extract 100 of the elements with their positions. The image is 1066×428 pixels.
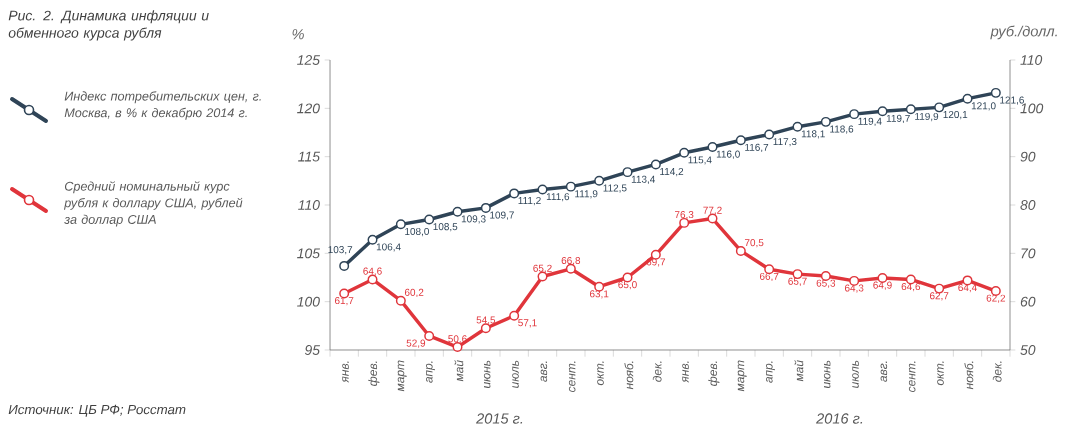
- point: [537, 184, 548, 195]
- data-label: 108,0: [405, 227, 429, 237]
- x-tick-label: май: [794, 360, 804, 382]
- y-tick-label: 95: [304, 345, 321, 355]
- data-label: 57,1: [518, 319, 537, 328]
- data-label: 64,9: [873, 281, 892, 290]
- point: [480, 202, 491, 213]
- point: [565, 181, 576, 192]
- point: [339, 260, 350, 271]
- y-tick-label: 125: [297, 55, 321, 65]
- x-tick-label: фев.: [708, 361, 720, 386]
- x-tick-label: июль: [852, 360, 859, 388]
- text: Источник: ЦБ РФ; Росстат: [8, 404, 186, 417]
- data-label: 118,1: [801, 130, 825, 139]
- x-tick-label: июнь: [823, 360, 831, 388]
- point: [679, 147, 690, 158]
- point: [877, 106, 888, 117]
- data-label: 111,2: [518, 196, 541, 206]
- data-label: 120,1: [943, 110, 968, 120]
- data-label: 103,7: [328, 246, 353, 255]
- data-label: 112,5: [603, 184, 627, 193]
- x-tick-label: сент.: [568, 361, 576, 392]
- y2-axis-title: руб./долл.: [990, 25, 1057, 40]
- data-label: 119,9: [915, 112, 939, 122]
- data-label: 114,2: [660, 167, 684, 177]
- text: 2015 г.: [476, 413, 523, 424]
- point: [707, 141, 718, 152]
- data-label: 61,7: [334, 296, 354, 306]
- point: [594, 175, 605, 186]
- point: [962, 93, 973, 104]
- y-axis-title: %: [292, 29, 304, 40]
- y-tick-label: 105: [297, 248, 321, 259]
- x-tick-label: нояб.: [964, 361, 974, 390]
- data-label: 65,7: [788, 277, 807, 286]
- data-label: 121,0: [971, 102, 996, 111]
- data-label: 106,4: [376, 243, 401, 252]
- y2-tick-label: 80: [1020, 200, 1036, 210]
- data-label: 116,7: [745, 143, 769, 152]
- x-tick-label: фев.: [368, 361, 380, 386]
- data-label: 70,5: [744, 239, 764, 248]
- data-label: 111,9: [575, 190, 598, 199]
- data-label: 109,7: [490, 211, 514, 220]
- point: [792, 121, 803, 132]
- x-tick-label: апр.: [426, 361, 435, 383]
- x-tick-label: окт.: [597, 361, 604, 386]
- point: [934, 102, 945, 113]
- point: [905, 104, 916, 115]
- point: [849, 109, 860, 120]
- y2-tick-label: 110: [1020, 55, 1043, 65]
- x-tick-label: сент.: [908, 361, 916, 392]
- data-label: 121,6: [1000, 96, 1024, 105]
- data-label: 108,5: [433, 223, 458, 232]
- y-tick-label: 120: [297, 103, 320, 114]
- x-tick-label: дек.: [652, 361, 662, 382]
- legend-label: Средний номинальный курс рубля к доллару США, рублей за доллар США: [63, 181, 243, 227]
- x-tick-label: март: [397, 360, 407, 392]
- x-tick-label: янв.: [682, 361, 689, 383]
- data-label: 65,2: [533, 264, 552, 273]
- data-label: 116,0: [716, 150, 740, 159]
- x-tick-label: нояб.: [624, 361, 634, 390]
- x-tick-label: март: [737, 360, 747, 392]
- y-tick-label: 115: [298, 151, 321, 162]
- y2-tick-label: 50: [1020, 345, 1036, 355]
- y-tick-label: 100: [297, 296, 320, 307]
- point: [735, 245, 746, 256]
- data-label: 109,3: [461, 215, 486, 224]
- x-tick-label: окт.: [937, 361, 944, 386]
- point: [622, 167, 633, 178]
- point: [764, 129, 775, 140]
- y2-tick-label: 90: [1020, 151, 1036, 162]
- data-label: 115,4: [688, 156, 712, 165]
- point: [424, 330, 435, 341]
- point: [395, 219, 406, 230]
- data-label: 65,0: [618, 281, 637, 290]
- data-label: 113,4: [631, 175, 656, 184]
- x-tick-label: апр.: [766, 361, 775, 383]
- data-label: 66,7: [759, 272, 779, 282]
- data-label: 64,3: [844, 284, 864, 293]
- data-label: 62,2: [986, 294, 1006, 303]
- point: [509, 188, 520, 199]
- y2-tick-label: 70: [1021, 248, 1036, 259]
- data-label: 76,3: [675, 210, 694, 220]
- data-label: 77,2: [703, 206, 722, 215]
- legend-label: Индекс потребительских цен, г. Москва, в % к декабрю 2014 г.: [64, 91, 261, 120]
- point: [820, 116, 831, 127]
- y2-tick-label: 100: [1020, 103, 1044, 114]
- x-tick-label: июль: [512, 360, 519, 388]
- point: [452, 206, 463, 217]
- data-label: 117,3: [773, 137, 797, 147]
- point: [509, 310, 520, 321]
- point: [990, 87, 1001, 98]
- text: 2016 г.: [816, 413, 863, 424]
- data-label: 119,4: [858, 117, 882, 126]
- x-tick-label: май: [454, 360, 464, 382]
- x-tick-label: авг.: [540, 361, 548, 382]
- data-label: 52,9: [406, 339, 426, 348]
- point: [395, 295, 406, 306]
- data-label: 118,6: [830, 125, 854, 134]
- point: [452, 342, 463, 353]
- y2-tick-label: 60: [1020, 296, 1036, 307]
